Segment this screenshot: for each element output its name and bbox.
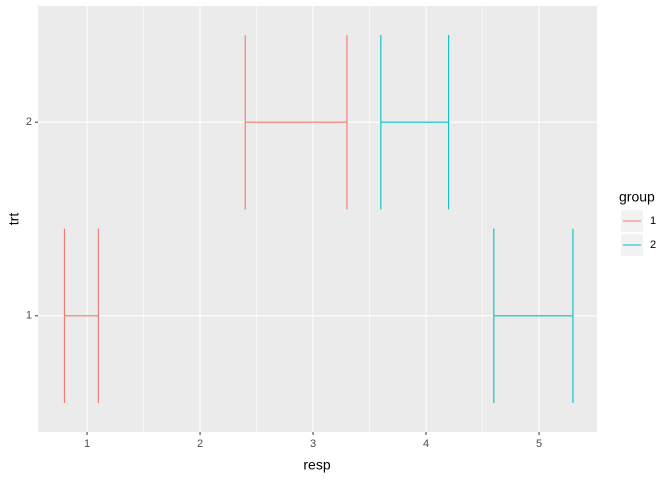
legend-label: 1 — [650, 215, 656, 227]
legend-label: 2 — [650, 239, 656, 251]
x-tick-label: 2 — [197, 438, 203, 450]
y-tick-label: 1 — [26, 310, 32, 322]
x-tick-label: 3 — [310, 438, 316, 450]
x-tick-label: 5 — [536, 438, 542, 450]
legend-title: group — [619, 189, 655, 205]
panel — [38, 6, 597, 432]
x-axis-title: resp — [303, 457, 330, 473]
y-axis-title: trt — [6, 213, 22, 226]
y-tick-label: 2 — [26, 116, 32, 128]
x-tick-label: 1 — [84, 438, 90, 450]
x-tick-label: 4 — [423, 438, 429, 450]
